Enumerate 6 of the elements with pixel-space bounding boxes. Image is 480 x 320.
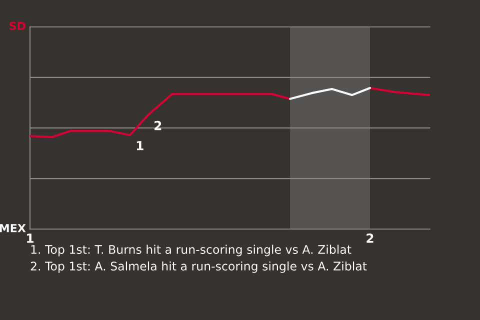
- annotation: 1: [136, 141, 144, 150]
- text: 2. Top 1st: A. Salmela hit a run-scoring single vs A. Ziblat: [30, 261, 367, 273]
- text: 1. Top 1st: T. Burns hit a run-scoring single vs A. Ziblat: [31, 244, 352, 256]
- annotation: 2: [154, 120, 162, 130]
- text: MEX: [0, 224, 26, 232]
- text: SD: [10, 22, 26, 30]
